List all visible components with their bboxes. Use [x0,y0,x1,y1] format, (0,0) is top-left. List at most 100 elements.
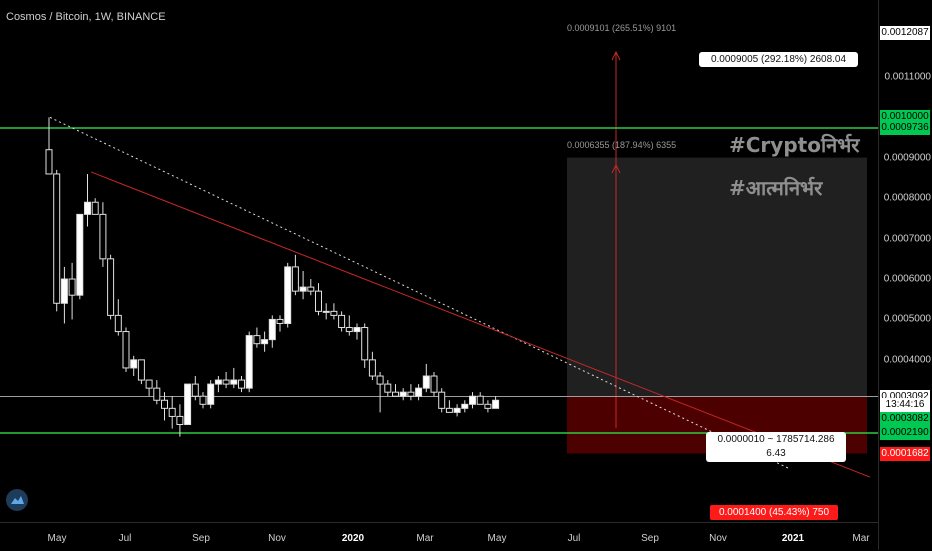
candle-41 [361,323,369,368]
candle-31 [284,262,292,328]
price-tag-2: 0.0009736 [880,121,930,136]
price-chart[interactable] [0,0,878,522]
candle-25 [238,376,245,393]
time-scale[interactable] [0,522,878,551]
candle-12 [137,359,145,385]
candle-24 [230,367,238,389]
candle-23 [222,371,230,389]
candle-8 [107,254,115,320]
candle-56 [476,392,484,405]
price-tick-4: 0.0007000 [883,233,931,245]
candle-17 [176,404,184,437]
candle-body-27 [253,335,261,345]
candle-29 [268,315,276,348]
chart-area[interactable]: Cosmos / Bitcoin, 1W, BINANCE 0.0009101 … [0,0,878,522]
candle-body-16 [168,407,176,417]
price-tick-0: 0.0013000 [884,0,931,2]
candle-3 [68,262,76,320]
candle-30 [276,315,284,332]
hashtag-crypto: #Cryptoनिर्भर [729,133,860,157]
candle-body-9 [114,314,122,333]
candle-body-20 [199,395,207,405]
price-tag-0: 0.0012087 [880,26,930,41]
candle-body-19 [191,383,199,397]
candle-14 [153,380,161,405]
mid-arrow-head [611,163,621,174]
stop-loss-box[interactable]: 0.0001400 (45.43%) 750 [710,505,838,520]
candle-body-54 [461,403,469,409]
candle-20 [199,392,207,409]
candle-48 [415,384,423,401]
candle-body-50 [430,375,438,393]
candle-9 [114,299,122,336]
candle-58 [492,396,500,409]
candle-body-23 [222,379,230,385]
mid-target-label: 0.0006355 (187.94%) 6355 [567,140,677,150]
red-trendline [90,171,871,478]
candle-0 [45,117,53,175]
entry-box[interactable]: 0.0000010 ~ 1785714.286 6.43 [706,432,846,462]
candle-body-8 [107,258,115,316]
candle-body-34 [307,286,315,292]
candle-body-35 [315,290,322,312]
time-tick-4: 2020 [341,533,365,544]
time-tick-10: 2021 [781,533,805,544]
candle-35 [315,283,322,316]
candle-body-21 [207,383,215,405]
time-tick-5: Mar [416,533,434,544]
dotted-trendline [49,116,791,470]
time-tick-9: Nov [709,533,727,544]
candle-body-24 [230,379,238,385]
hashtag-atmanirbhar: #आत्मनिर्भर [729,176,823,200]
candle-42 [368,351,376,381]
candle-1 [53,169,61,312]
price-scale[interactable]: 0.0013000 0.0011000 0.0009000 0.0008000 0.00… [878,0,932,550]
candle-body-32 [291,266,299,292]
entry-box-line2: 6.43 [766,448,786,459]
candle-6 [91,198,99,215]
candle-28 [261,331,269,352]
candle-body-14 [153,387,161,401]
candle-18 [184,383,192,426]
candle-50 [430,371,438,397]
tradingview-logo-icon[interactable] [6,489,28,511]
price-tick-3: 0.0008000 [883,192,931,204]
time-tick-1: Jul [118,533,132,544]
price-tag-7: 0.0001682 [880,446,930,461]
take-profit-box[interactable]: 0.0009005 (292.18%) 2608.04 [699,52,858,67]
candle-44 [384,380,392,397]
candle-body-28 [261,339,269,345]
logo-mountain-icon [11,496,24,504]
candle-57 [484,400,492,413]
price-tag-6: 0.0002190 [880,425,930,440]
candle-34 [307,279,315,296]
candle-body-43 [376,375,384,385]
candle-body-12 [137,359,145,381]
candle-body-40 [353,327,361,333]
price-tick-6: 0.0005000 [883,313,931,325]
candle-32 [291,254,299,296]
candle-body-48 [415,387,423,397]
candle-body-46 [399,391,407,397]
candle-body-42 [368,359,376,377]
time-tick-7: Jul [567,533,581,544]
symbol-title[interactable]: Cosmos / Bitcoin, 1W, BINANCE [6,11,166,23]
candle-body-52 [445,407,453,413]
candle-body-31 [284,266,292,324]
candle-body-37 [330,310,338,316]
candle-16 [168,396,176,429]
candle-body-30 [276,318,284,324]
candle-5 [84,173,91,227]
candle-body-29 [268,318,276,341]
candle-body-56 [476,395,484,405]
candle-body-5 [84,201,91,215]
candle-body-15 [161,399,168,409]
candle-11 [130,355,138,377]
candle-21 [207,380,215,409]
candle-body-4 [76,213,84,296]
candle-45 [392,384,399,397]
candle-body-47 [407,391,415,397]
price-tick-2: 0.0009000 [883,152,931,164]
candle-body-22 [214,379,222,385]
entry-box-line1: 0.0000010 ~ 1785714.286 [717,434,835,445]
